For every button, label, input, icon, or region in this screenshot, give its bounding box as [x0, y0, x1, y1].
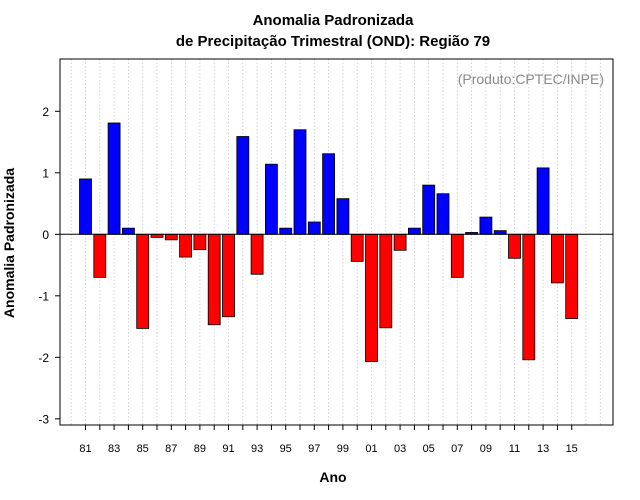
bar-12 — [522, 233, 536, 361]
bar-92 — [236, 136, 250, 235]
bar-93 — [250, 233, 264, 275]
y-tick-label: -1 — [38, 289, 49, 303]
bar-11 — [508, 233, 521, 259]
x-tick-label: 91 — [222, 443, 234, 455]
x-tick-label: 09 — [480, 443, 492, 455]
x-tick-label: 11 — [509, 443, 520, 455]
y-tick-label: 1 — [42, 166, 49, 180]
bar-96 — [293, 129, 307, 235]
bar-90 — [207, 233, 221, 326]
bar-14 — [551, 233, 564, 284]
bar-84 — [122, 227, 135, 235]
x-tick-label: 97 — [308, 443, 320, 455]
bar-82 — [93, 233, 107, 278]
x-tick-label: 87 — [165, 443, 177, 455]
bar-04 — [407, 227, 421, 235]
bar-00 — [350, 233, 364, 262]
bar-87 — [164, 233, 178, 241]
x-axis-title: Ano — [319, 469, 346, 485]
x-axis: 81 83 85 87 89 91 93 95 97 99 01 03 05 07 09 11 13 15 — [79, 425, 578, 455]
x-tick-label: 81 — [79, 443, 91, 455]
x-tick-label: 99 — [337, 443, 349, 455]
bar-94 — [264, 163, 278, 235]
x-tick-label: 85 — [137, 443, 149, 455]
x-tick-label: 13 — [537, 443, 549, 455]
bar-88 — [179, 233, 193, 258]
y-tick-label: -3 — [38, 412, 49, 426]
bar-02 — [379, 233, 393, 329]
chart-title-line-1: Anomalia Padronizada — [253, 12, 415, 29]
y-axis-title: Anomalia Padronizada — [1, 168, 17, 318]
x-tick-label: 89 — [194, 443, 206, 455]
bar-05 — [422, 184, 436, 235]
bar-10 — [493, 230, 507, 235]
bar-81 — [79, 178, 92, 235]
bars — [79, 122, 579, 363]
x-tick-label: 95 — [280, 443, 292, 455]
bar-99 — [336, 198, 350, 235]
bar-09 — [479, 216, 493, 235]
x-tick-label: 83 — [108, 443, 120, 455]
chart-title-line-2: de Precipitação Trimestral (OND): Região… — [176, 33, 490, 50]
x-tick-label: 07 — [451, 443, 463, 455]
bar-91 — [222, 233, 235, 318]
x-tick-label: 15 — [566, 443, 578, 455]
x-tick-label: 03 — [394, 443, 406, 455]
source-note: (Produto:CPTEC/INPE) — [458, 71, 604, 87]
x-tick-label: 05 — [423, 443, 435, 455]
bar-13 — [536, 167, 550, 235]
bar-89 — [193, 233, 207, 251]
bar-06 — [436, 193, 450, 235]
plot-frame — [59, 58, 614, 426]
bar-97 — [307, 221, 321, 235]
y-tick-label: 0 — [42, 228, 49, 242]
y-tick-label: 2 — [42, 105, 49, 119]
bar-03 — [393, 233, 407, 251]
x-tick-label: 93 — [251, 443, 263, 455]
x-tick-label: 01 — [365, 443, 377, 455]
bar-83 — [107, 122, 121, 235]
bar-95 — [279, 227, 293, 235]
bar-98 — [322, 153, 336, 235]
bar-85 — [136, 233, 150, 329]
bar-07 — [450, 233, 464, 278]
bar-15 — [565, 233, 579, 319]
bar-01 — [365, 233, 378, 363]
y-tick-label: -2 — [38, 351, 49, 365]
y-axis: 2 1 0 -1 -2 -3 — [38, 105, 60, 426]
gridlines — [70, 59, 601, 425]
